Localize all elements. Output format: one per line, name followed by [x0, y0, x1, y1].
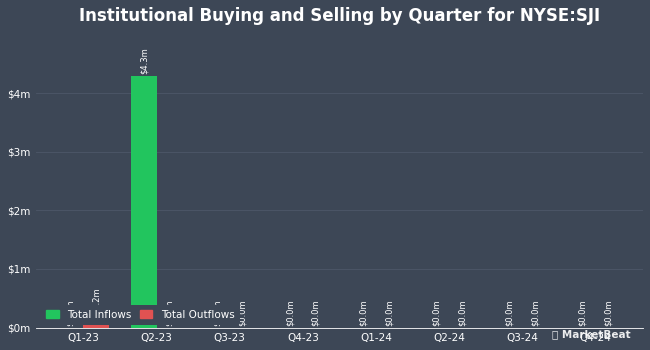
Text: $0.0m: $0.0m	[213, 299, 222, 326]
Bar	[83, 316, 109, 328]
Text: $0.0m: $0.0m	[604, 299, 613, 326]
Text: $0.0m: $0.0m	[285, 299, 294, 326]
Text: $0.0m: $0.0m	[505, 299, 514, 326]
Text: $0.2m: $0.2m	[92, 288, 101, 314]
Legend: Total Inflows, Total Outflows: Total Inflows, Total Outflows	[41, 305, 240, 325]
Text: $0.0m: $0.0m	[578, 299, 587, 326]
Text: $0.0m: $0.0m	[359, 299, 368, 326]
Text: $0.0m: $0.0m	[311, 299, 320, 326]
Text: $0.0m: $0.0m	[458, 299, 467, 326]
Text: $0.0m: $0.0m	[384, 299, 393, 326]
Text: $0.0m: $0.0m	[165, 299, 174, 326]
Text: $4.3m: $4.3m	[139, 48, 148, 74]
Bar	[131, 76, 157, 328]
Text: $0.0m: $0.0m	[530, 299, 540, 326]
Text: $0.0m: $0.0m	[238, 299, 247, 326]
Text: $0.0m: $0.0m	[432, 299, 441, 326]
Text: $0.0m: $0.0m	[66, 299, 75, 326]
Text: ⫽ MarketBeat: ⫽ MarketBeat	[552, 329, 630, 340]
Title: Institutional Buying and Selling by Quarter for NYSE:SJI: Institutional Buying and Selling by Quar…	[79, 7, 600, 25]
